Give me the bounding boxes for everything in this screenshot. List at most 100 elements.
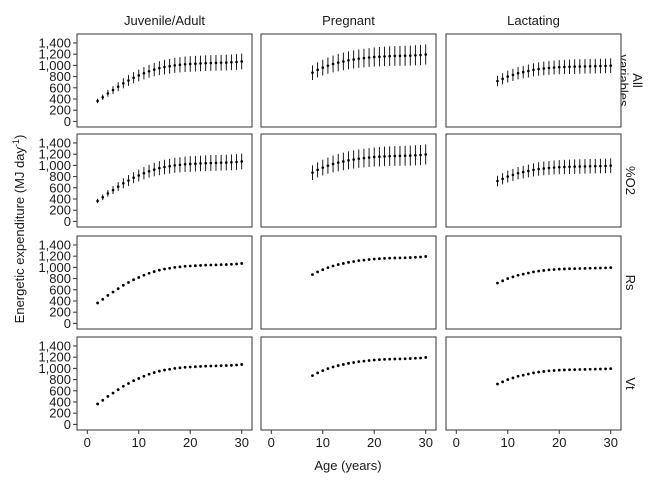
data-point	[563, 165, 566, 169]
data-point	[163, 165, 166, 169]
data-point	[101, 398, 105, 402]
data-point	[116, 185, 120, 188]
data-point	[408, 357, 412, 360]
y-tick-label: 200	[49, 103, 71, 118]
facet-column-label: Lactating	[507, 13, 560, 28]
data-point	[142, 374, 146, 378]
panel-border	[76, 235, 253, 330]
data-point	[527, 69, 530, 73]
data-point	[199, 365, 202, 368]
data-point	[419, 356, 422, 360]
data-point	[583, 266, 587, 270]
data-point	[173, 366, 177, 370]
axes: 02004006008001,0001,2001,400020040060080…	[38, 35, 617, 450]
panel-border	[445, 133, 622, 228]
data-point	[163, 368, 166, 372]
data-point	[326, 367, 330, 371]
panel-border	[76, 336, 253, 431]
data-point	[106, 192, 110, 195]
data-point	[424, 53, 428, 56]
data-point	[311, 71, 314, 74]
data-point	[511, 275, 515, 279]
y-axis-title-sup: -1	[11, 139, 21, 147]
data-point	[362, 156, 366, 160]
data-point	[532, 168, 535, 172]
panel-border	[445, 336, 622, 431]
data-point	[173, 64, 177, 67]
data-point	[336, 364, 340, 367]
data-point	[152, 270, 156, 273]
y-tick-label: 0	[64, 417, 71, 432]
data-point	[336, 263, 340, 266]
data-point	[224, 161, 228, 164]
data-point	[408, 256, 412, 259]
facet-panel	[76, 33, 253, 128]
y-tick-label: 1,200	[38, 350, 71, 365]
data-point	[583, 165, 587, 168]
panel-border	[260, 235, 437, 330]
data-point	[552, 166, 556, 169]
panel-border	[260, 336, 437, 431]
data-point	[147, 271, 151, 275]
data-point	[316, 168, 319, 172]
data-point	[331, 62, 335, 66]
data-point	[604, 64, 607, 68]
data-point	[552, 268, 556, 271]
data-point	[424, 153, 428, 156]
data-point	[178, 366, 182, 370]
y-tick-label: 1,000	[38, 158, 71, 173]
data-point	[321, 369, 325, 373]
facet-row-label-line: Vt	[623, 377, 638, 390]
data-point	[111, 290, 115, 294]
data-point	[599, 64, 602, 68]
data-point	[398, 154, 402, 158]
data-point	[132, 176, 135, 179]
y-tick-label: 200	[49, 305, 71, 320]
data-point	[419, 255, 422, 259]
data-point	[568, 368, 571, 372]
data-point	[562, 368, 566, 372]
y-axis-title: Energetic expenditure (MJ day-1)	[11, 135, 27, 324]
data-point	[178, 265, 182, 269]
data-point	[214, 161, 218, 165]
data-point	[521, 70, 525, 74]
data-point	[137, 377, 141, 380]
data-point	[342, 160, 345, 163]
data-point	[127, 179, 130, 182]
data-point	[183, 365, 187, 369]
data-point	[152, 168, 156, 171]
facet-column-label: Juvenile/Adult	[124, 13, 205, 28]
y-tick-label: 800	[49, 271, 71, 286]
data-point	[321, 268, 325, 272]
data-point	[311, 374, 314, 378]
data-point	[383, 358, 386, 361]
data-point	[235, 60, 238, 64]
data-point	[219, 61, 223, 64]
y-tick-label: 0	[64, 214, 71, 229]
facet-row-label-line: %O2	[623, 166, 638, 195]
data-point	[209, 263, 213, 267]
data-point	[331, 365, 335, 369]
column-strips: Juvenile/Adult Pregnant Lactating	[124, 13, 560, 28]
data-point	[240, 60, 244, 63]
y-tick-label: 1,400	[38, 338, 71, 353]
data-point	[219, 161, 223, 164]
data-point	[609, 164, 613, 167]
data-point	[496, 179, 499, 183]
panel-border	[260, 133, 437, 228]
data-point	[583, 65, 587, 68]
facet-panel	[445, 33, 622, 128]
data-point	[568, 165, 571, 169]
data-point	[147, 169, 151, 173]
data-point	[542, 269, 546, 272]
data-point	[604, 367, 607, 371]
data-point	[367, 359, 371, 362]
data-point	[235, 363, 238, 367]
data-point	[521, 373, 525, 377]
data-point	[506, 175, 510, 178]
data-point	[393, 256, 397, 260]
data-point	[496, 382, 499, 386]
data-point	[383, 257, 386, 260]
data-point	[111, 188, 115, 192]
data-point	[388, 54, 391, 58]
